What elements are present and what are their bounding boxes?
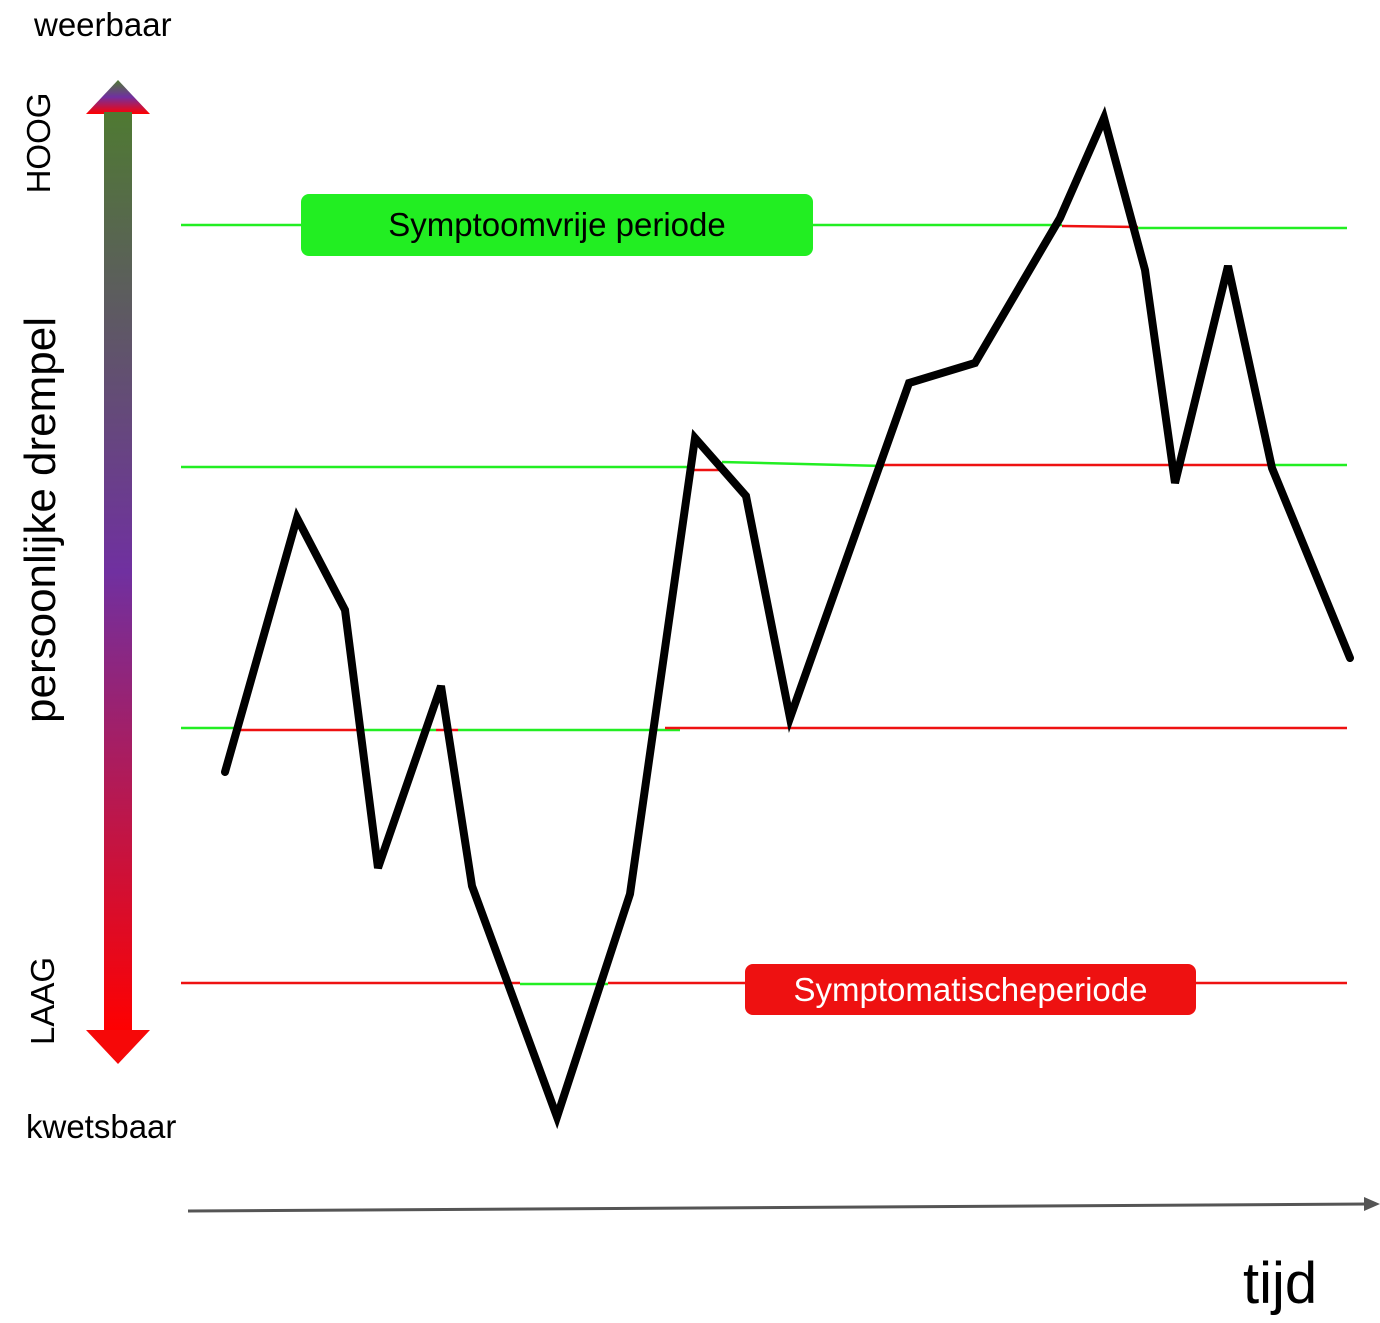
resilience-curve: [221, 106, 1354, 1130]
threshold-level-3: [181, 726, 1347, 732]
symptomatic-label: Symptomatischeperiode: [745, 964, 1196, 1015]
vulnerable-label: kwetsbaar: [26, 1108, 177, 1145]
threshold-level-2: [181, 460, 1347, 472]
resilient-label: weerbaar: [34, 6, 172, 43]
double-arrow-icon: [86, 80, 150, 1064]
time-axis-label: tijd: [1243, 1251, 1318, 1316]
symptom-free-label: Symptoomvrije periode: [301, 194, 813, 256]
time-axis-arrow: [187, 1197, 1380, 1213]
